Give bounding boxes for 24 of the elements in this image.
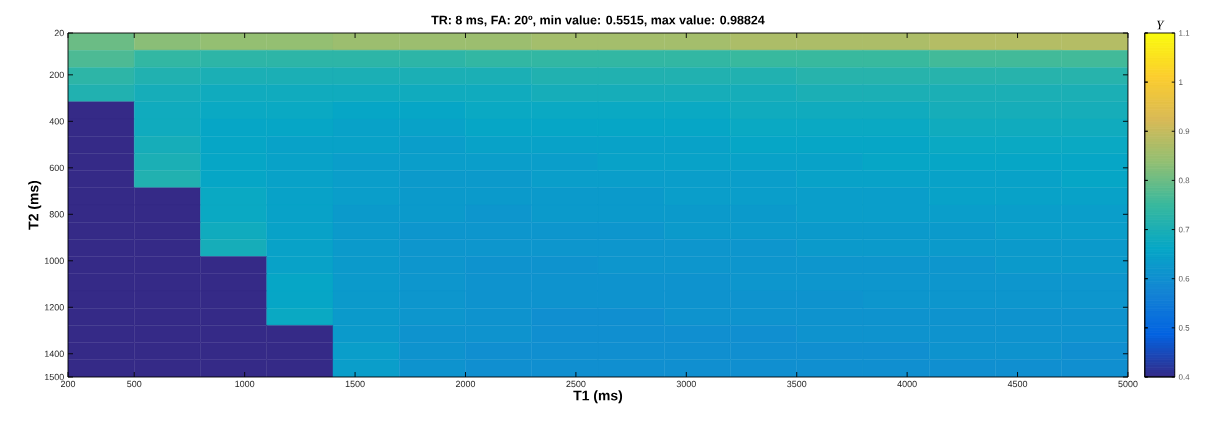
y-tick-label: 1000	[44, 257, 64, 264]
y-tick-label: 600	[49, 164, 64, 171]
y-tick-label: 1200	[44, 304, 64, 311]
x-tick-label: 200	[60, 380, 76, 388]
y-tick-label: 800	[49, 211, 64, 218]
y-tick-label: 1400	[44, 350, 64, 357]
y-axis-title: T2 (ms)	[28, 180, 42, 230]
x-tick-label: 4500	[1007, 380, 1028, 388]
y-tick-label: 1500	[44, 373, 64, 381]
x-tick-label: 5000	[1118, 380, 1138, 388]
x-axis-title: T1 (ms)	[573, 390, 623, 404]
x-tick-label: 2000	[455, 380, 476, 388]
x-tick-label: 1500	[345, 380, 365, 388]
color-bar-title: Υ	[1156, 20, 1165, 30]
x-tick-label: 3500	[787, 380, 807, 388]
x-tick-label: 500	[127, 380, 142, 388]
x-tick-label: 1000	[235, 380, 255, 388]
y-tick-label: 200	[49, 71, 64, 79]
y-tick-label: 400	[49, 118, 64, 125]
x-tick-label: 4000	[897, 380, 917, 388]
chart-title: TR: 8 ms, FA: 20º, min value: 0.5515, max value: 0.98824	[431, 15, 765, 27]
x-tick-label: 3000	[676, 380, 696, 388]
y-tick-label: 20	[54, 29, 64, 37]
x-tick-label: 2500	[566, 380, 586, 388]
